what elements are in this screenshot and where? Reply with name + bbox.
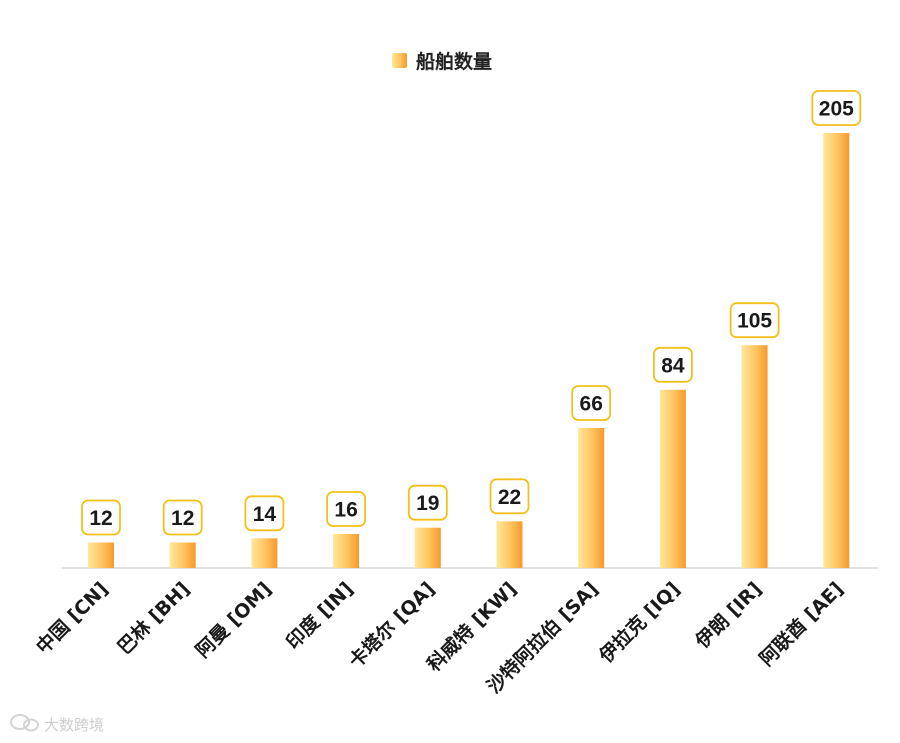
x-tick-label: 阿联酋 [AE] [755,577,848,670]
bars-group: 12 12 14 16 19 22 66 84 105 205 [81,90,862,568]
x-tick-label: 伊朗 [IR] [690,577,766,653]
bar [659,389,686,568]
data-label-box [729,302,780,339]
data-label-box [407,484,448,521]
x-tick-label: 中国 [CN] [31,577,112,658]
legend-label: 船舶数量 [416,50,492,73]
legend: 船舶数量 [392,50,492,73]
bar [578,428,605,568]
data-label-box [81,499,121,536]
x-tick-label: 伊拉克 [IQ] [594,577,685,668]
data-label: 66 [580,393,603,416]
bar [741,345,768,568]
data-label: 16 [334,499,357,522]
chat-bubble-icon [10,714,39,732]
data-label: 22 [498,486,521,509]
x-tick-label: 印度 [IN] [281,577,357,653]
data-label-box [162,499,203,536]
data-label: 12 [89,507,112,530]
data-label-box [811,90,862,126]
bar [251,538,278,568]
data-label: 19 [416,492,439,515]
data-label: 105 [737,310,772,333]
x-tick-label: 阿曼 [OM] [192,578,276,662]
data-label: 84 [661,354,685,377]
data-label-box [489,478,530,515]
bar [88,542,114,568]
bar [169,542,196,568]
data-label-box [244,495,285,532]
bar [823,133,850,568]
legend-swatch [392,53,407,68]
data-label: 14 [253,503,277,526]
data-label-box [653,346,693,383]
x-tick-label: 巴林 [BH] [113,577,195,659]
data-label: 12 [171,507,194,530]
watermark: 大数跨境 [10,714,104,734]
bar [496,521,523,568]
x-tick-labels: 中国 [CN] 巴林 [BH]阿曼 [OM] 印度 [IN]卡塔尔 [QA]科威特 … [31,577,847,697]
data-label-box [571,385,612,421]
bar [333,534,360,568]
data-label-box [326,491,367,527]
watermark-text: 大数跨境 [44,716,104,734]
bar [414,527,441,568]
data-label: 205 [819,98,854,121]
